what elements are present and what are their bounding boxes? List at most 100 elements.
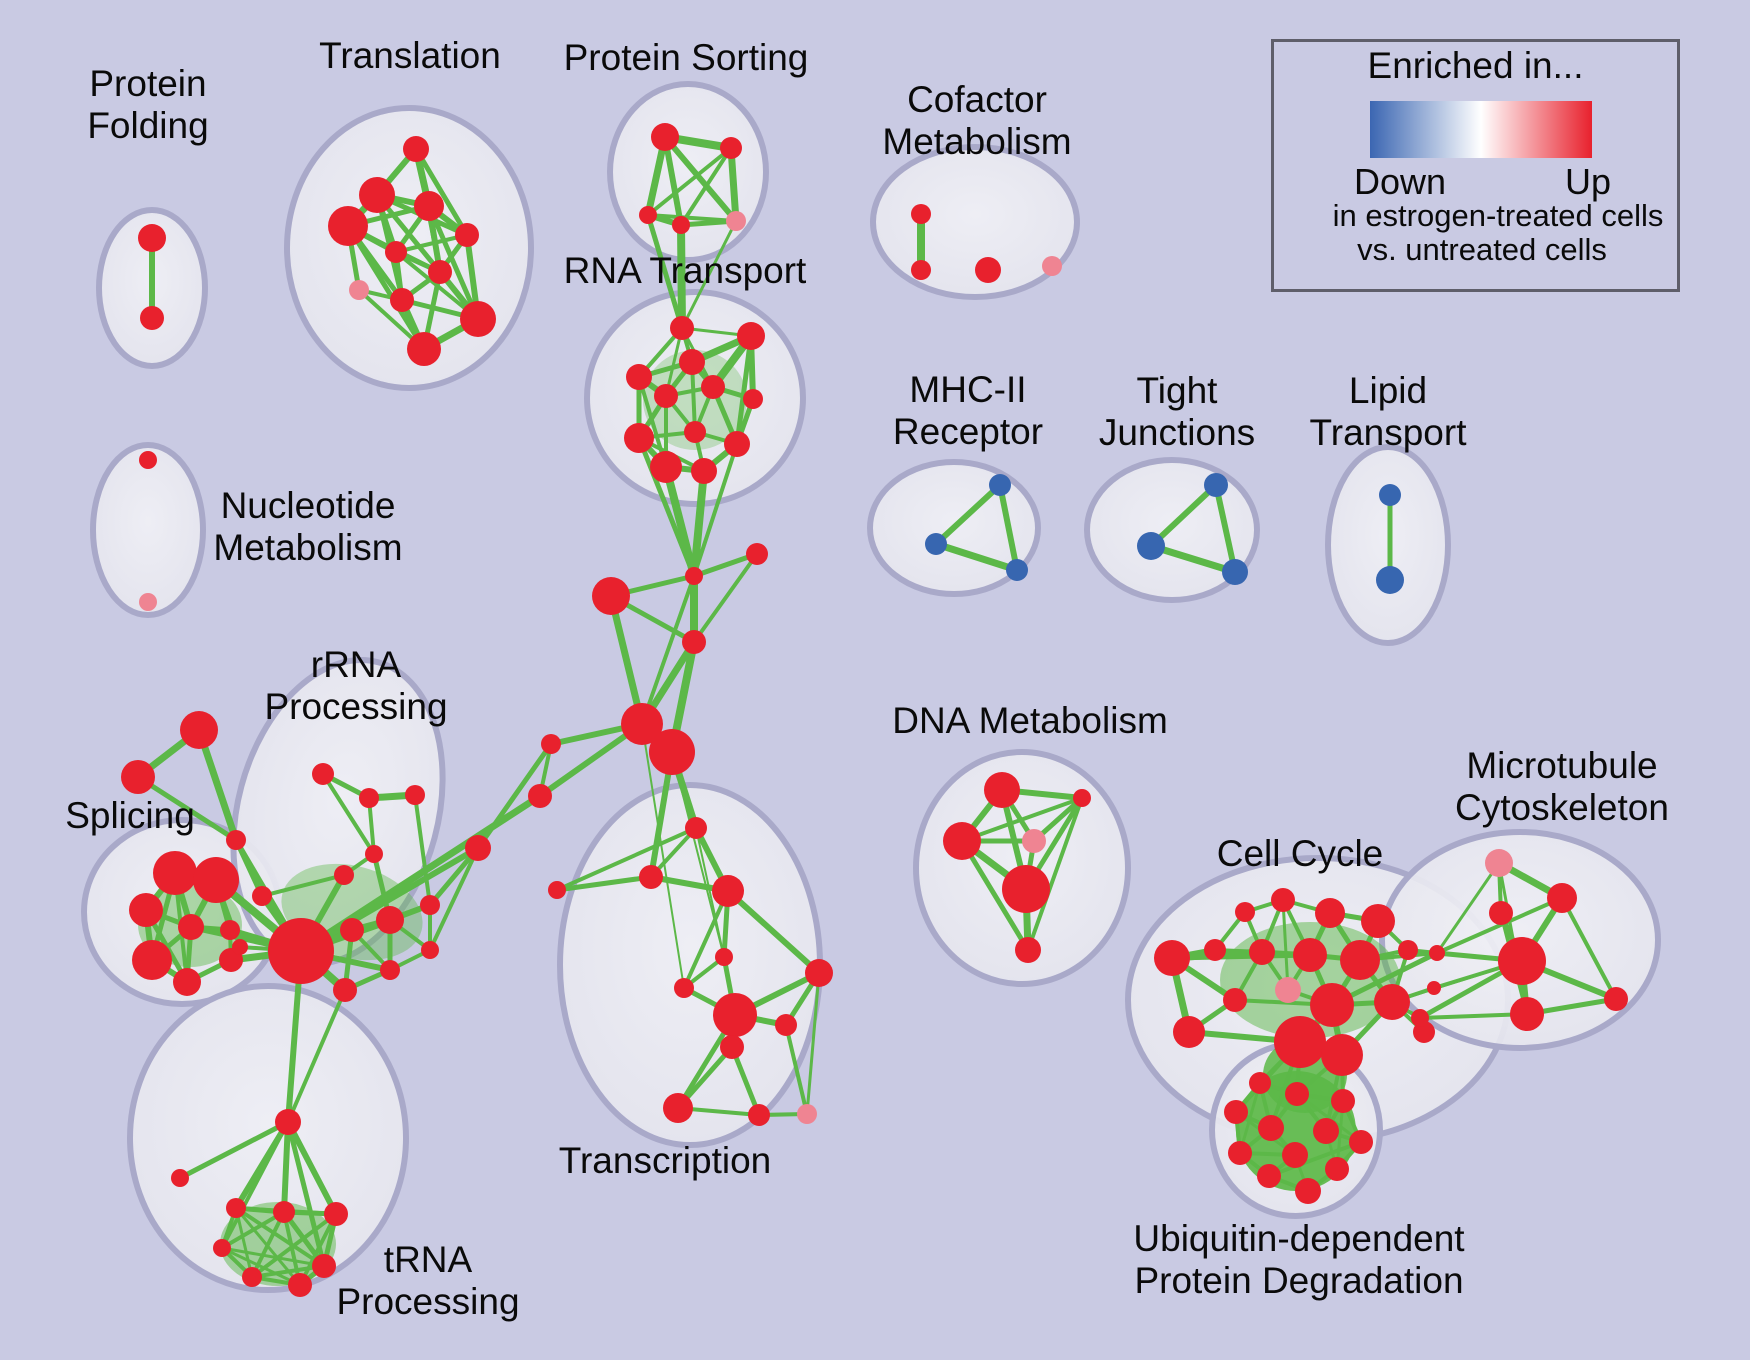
gene-set-node[interactable] — [403, 136, 429, 162]
enrichment-overlap-edge[interactable] — [260, 873, 346, 898]
gene-set-node[interactable] — [121, 760, 155, 794]
enrichment-overlap-edge[interactable] — [281, 1119, 291, 1215]
gene-set-node[interactable] — [1331, 1089, 1355, 1113]
gene-set-node[interactable] — [324, 1202, 348, 1226]
enrichment-overlap-edge[interactable] — [1026, 796, 1084, 952]
enrichment-overlap-edge[interactable] — [426, 203, 481, 322]
gene-set-node[interactable] — [1293, 938, 1327, 972]
gene-set-node[interactable] — [1411, 1009, 1429, 1027]
gene-set-node[interactable] — [334, 865, 354, 885]
enrichment-overlap-edge[interactable] — [220, 1246, 326, 1268]
enrichment-overlap-edge[interactable] — [640, 574, 696, 726]
gene-set-node[interactable] — [621, 703, 663, 745]
gene-set-node[interactable] — [1313, 1118, 1339, 1144]
gene-set-node[interactable] — [328, 206, 368, 246]
gene-set-node[interactable] — [1235, 902, 1255, 922]
gene-set-node[interactable] — [712, 875, 744, 907]
enrichment-overlap-edge[interactable] — [345, 223, 427, 352]
enrichment-overlap-edge[interactable] — [1148, 482, 1219, 549]
enrichment-overlap-edge[interactable] — [1435, 861, 1501, 955]
gene-set-node[interactable] — [1006, 559, 1028, 581]
gene-set-node[interactable] — [1257, 1164, 1281, 1188]
enrichment-overlap-edge[interactable] — [1418, 1012, 1529, 1020]
enrichment-overlap-edge[interactable] — [646, 146, 733, 217]
gene-set-node[interactable] — [1002, 865, 1050, 913]
gene-set-node[interactable] — [984, 772, 1020, 808]
gene-set-node[interactable] — [288, 1273, 312, 1297]
gene-set-node[interactable] — [701, 375, 725, 399]
gene-set-node[interactable] — [242, 1267, 262, 1287]
enrichment-overlap-edge[interactable] — [1281, 898, 1290, 992]
gene-set-node[interactable] — [679, 349, 705, 375]
enrichment-overlap-edge[interactable] — [321, 772, 376, 856]
enrichment-overlap-edge[interactable] — [680, 219, 738, 330]
gene-set-node[interactable] — [193, 857, 239, 903]
gene-set-node[interactable] — [649, 729, 695, 775]
gene-set-node[interactable] — [1137, 532, 1165, 560]
gene-set-node[interactable] — [1340, 940, 1380, 980]
gene-set-node[interactable] — [213, 1239, 231, 1257]
gene-set-node[interactable] — [1073, 789, 1091, 807]
gene-set-node[interactable] — [333, 978, 357, 1002]
gene-set-node[interactable] — [349, 280, 369, 300]
enrichment-overlap-edge[interactable] — [234, 1206, 254, 1279]
gene-set-node[interactable] — [1429, 945, 1445, 961]
enrichment-overlap-edge[interactable] — [394, 233, 469, 254]
enrichment-overlap-edge[interactable] — [298, 845, 481, 954]
enrichment-overlap-edge[interactable] — [692, 442, 739, 578]
enrichment-overlap-edge[interactable] — [135, 774, 239, 843]
gene-set-node[interactable] — [685, 567, 703, 585]
gene-set-node[interactable] — [1173, 1016, 1205, 1048]
enrichment-overlap-edge[interactable] — [932, 540, 1021, 574]
gene-set-node[interactable] — [720, 137, 742, 159]
gene-set-node[interactable] — [672, 216, 690, 234]
enrichment-overlap-edge[interactable] — [734, 333, 754, 447]
gene-set-node[interactable] — [713, 993, 757, 1037]
gene-set-node[interactable] — [548, 881, 566, 899]
gene-set-node[interactable] — [748, 1104, 770, 1126]
gene-set-node[interactable] — [670, 316, 694, 340]
gene-set-node[interactable] — [1325, 1157, 1349, 1181]
enrichment-overlap-edge[interactable] — [1147, 542, 1239, 576]
gene-set-node[interactable] — [1224, 1100, 1248, 1124]
gene-set-node[interactable] — [139, 593, 157, 611]
gene-set-node[interactable] — [129, 893, 163, 927]
gene-set-node[interactable] — [407, 332, 441, 366]
gene-set-node[interactable] — [232, 939, 248, 955]
gene-set-node[interactable] — [1310, 983, 1354, 1027]
gene-set-node[interactable] — [911, 204, 931, 224]
gene-set-node[interactable] — [1489, 901, 1513, 925]
enrichment-overlap-edge[interactable] — [195, 726, 240, 844]
gene-set-node[interactable] — [140, 306, 164, 330]
gene-set-node[interactable] — [1222, 559, 1248, 585]
enrichment-overlap-edge[interactable] — [220, 1120, 290, 1250]
gene-set-node[interactable] — [1285, 1082, 1309, 1106]
gene-set-node[interactable] — [226, 830, 246, 850]
gene-set-node[interactable] — [1154, 940, 1190, 976]
gene-set-node[interactable] — [1228, 1141, 1252, 1165]
enrichment-overlap-edge[interactable] — [250, 1264, 326, 1279]
gene-set-node[interactable] — [1604, 987, 1628, 1011]
gene-set-node[interactable] — [365, 845, 383, 863]
gene-set-node[interactable] — [376, 906, 404, 934]
gene-set-node[interactable] — [1271, 888, 1295, 912]
enrichment-overlap-edge[interactable] — [960, 796, 1084, 843]
gene-set-node[interactable] — [624, 423, 654, 453]
enrichment-overlap-edge[interactable] — [645, 212, 685, 331]
gene-set-node[interactable] — [1042, 256, 1062, 276]
gene-set-node[interactable] — [153, 851, 197, 895]
gene-set-node[interactable] — [132, 940, 172, 980]
gene-set-node[interactable] — [220, 920, 240, 940]
gene-set-node[interactable] — [746, 543, 768, 565]
gene-set-node[interactable] — [268, 918, 334, 984]
gene-set-node[interactable] — [650, 451, 682, 483]
enrichment-overlap-edge[interactable] — [729, 1044, 762, 1118]
gene-set-node[interactable] — [726, 211, 746, 231]
enrichment-overlap-edge[interactable] — [220, 1246, 302, 1287]
enrichment-overlap-edge[interactable] — [641, 723, 685, 989]
gene-set-node[interactable] — [1022, 829, 1046, 853]
enrichment-overlap-edge[interactable] — [1295, 1092, 1363, 1144]
gene-set-node[interactable] — [925, 533, 947, 555]
gene-set-node[interactable] — [737, 322, 765, 350]
enrichment-overlap-edge[interactable] — [234, 1206, 326, 1268]
